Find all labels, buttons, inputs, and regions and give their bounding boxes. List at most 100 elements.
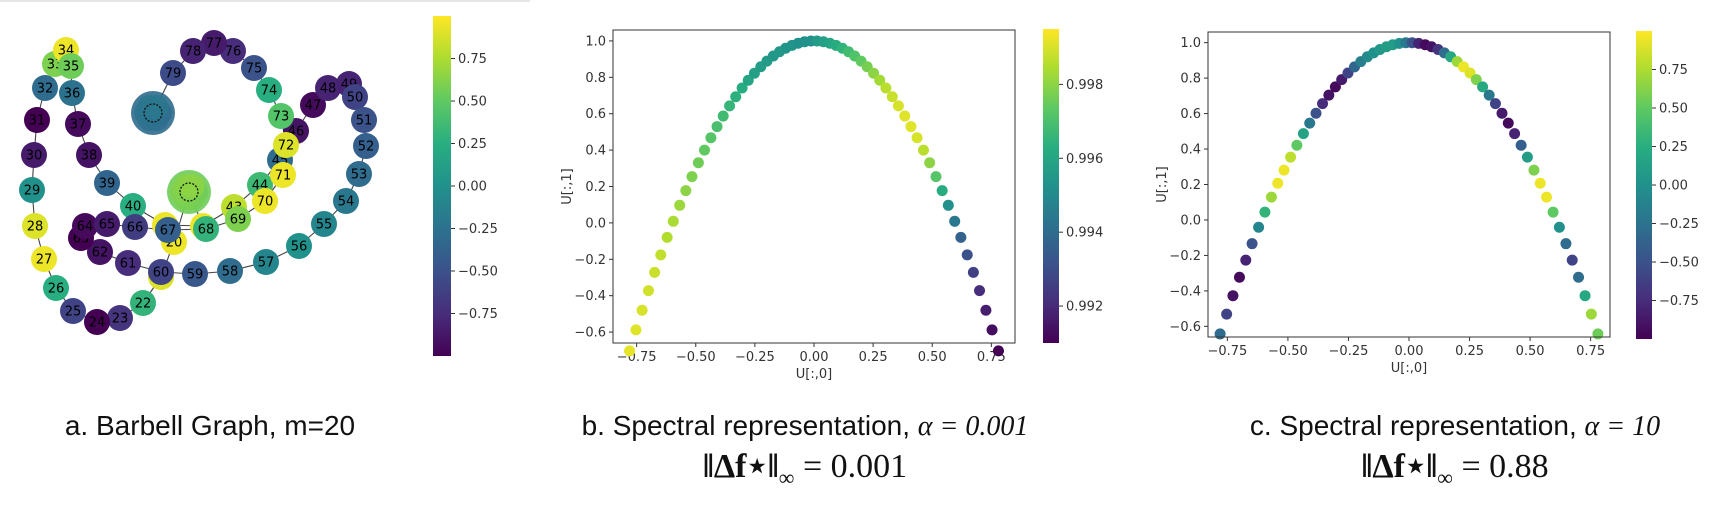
graph-node	[315, 75, 341, 101]
graph-node-label: 39	[99, 177, 116, 192]
colorbar-tick-label: 0.994	[1066, 226, 1103, 241]
data-point	[967, 266, 979, 278]
graph-node-label: 52	[358, 140, 375, 155]
graph-node	[59, 80, 85, 106]
data-point	[642, 285, 654, 297]
colorbar-c-ticks: 0.75 0.50 0.25 0.00 −0.25 −0.50 −0.75	[1652, 63, 1699, 309]
x-axis-label: U[:,0]	[1391, 361, 1427, 376]
graph-node	[65, 111, 91, 137]
graph-node	[300, 92, 326, 118]
graph-node	[160, 60, 186, 86]
y-tick-label: −0.2	[574, 253, 606, 268]
data-point	[1566, 254, 1578, 266]
graph-node	[31, 246, 57, 272]
data-point	[955, 231, 967, 243]
colorbar-c	[1636, 31, 1652, 339]
data-point	[1246, 238, 1258, 250]
graph-node	[122, 214, 148, 240]
y-tick-label: 0.4	[585, 144, 606, 159]
x-tick-label: −0.75	[1207, 344, 1247, 359]
colorbar-tick-label: 0.25	[1659, 140, 1688, 155]
y-tick-label: 0.8	[585, 71, 606, 86]
data-point	[1233, 271, 1245, 283]
y-tick-label: 1.0	[1180, 36, 1201, 51]
graph-node-label: 32	[37, 82, 54, 97]
graph-node	[32, 75, 58, 101]
graph-node	[193, 216, 219, 242]
graph-node	[270, 162, 296, 188]
data-point	[1592, 328, 1604, 340]
data-point	[917, 144, 929, 156]
data-point	[1317, 98, 1329, 110]
data-point	[949, 215, 961, 227]
graph-node-label: 38	[81, 149, 98, 164]
formula-b-sub: ∞	[778, 464, 795, 490]
x-tick-label: 0.25	[859, 350, 888, 365]
data-point	[711, 121, 723, 133]
graph-node-label: 48	[320, 82, 337, 97]
data-point	[1291, 139, 1303, 151]
y-axis-label: U[:,1]	[1155, 166, 1170, 202]
colorbar-b-ticks: 0.998 0.996 0.994 0.992	[1059, 78, 1103, 315]
graph-node-label: 74	[261, 84, 278, 99]
graph-node	[94, 170, 120, 196]
colorbar-tick-label: 0.00	[458, 180, 487, 195]
graph-node	[21, 142, 47, 168]
graph-node-label: 57	[258, 256, 275, 271]
y-tick-label: −0.4	[1169, 284, 1201, 299]
y-tick-label: 0.6	[585, 107, 606, 122]
caption-a-text: a. Barbell Graph, m=20	[64, 410, 356, 441]
data-point	[1573, 271, 1585, 283]
data-point	[655, 249, 667, 261]
graph-node	[60, 298, 86, 324]
formula-b-norm: ‖Δf⋆‖	[702, 448, 779, 485]
colorbar-tick-label: −0.50	[458, 265, 498, 280]
data-point	[1265, 191, 1277, 203]
graph-node	[268, 103, 294, 129]
graph-node	[24, 107, 50, 133]
graph-node-label: 66	[127, 221, 144, 236]
graph-node-label: 79	[165, 67, 182, 82]
data-point	[1323, 89, 1335, 101]
graph-node-label: 50	[347, 91, 364, 106]
data-point	[1502, 117, 1514, 129]
colorbar-a-ticks: 0.75 0.50 0.25 0.00 −0.25 −0.50 −0.75	[451, 52, 498, 322]
colorbar-tick-label: 0.25	[458, 137, 487, 152]
graph-node	[286, 233, 312, 259]
graph-node-label: 56	[291, 240, 308, 255]
colorbar-a	[433, 16, 451, 356]
caption-c-alpha: α = 10	[1584, 411, 1661, 442]
y-tick-label: −0.2	[1169, 249, 1201, 264]
graph-node	[130, 290, 156, 316]
data-point	[911, 132, 923, 144]
colorbar-b	[1043, 29, 1059, 343]
data-point	[980, 304, 992, 316]
data-point	[936, 185, 948, 197]
graph-node-label: 53	[351, 168, 368, 183]
x-tick-label: −0.25	[735, 350, 775, 365]
y-tick-label: −0.6	[1169, 320, 1201, 335]
formula-c-sub: ∞	[1437, 464, 1453, 490]
scatter-plot-c: −0.75 −0.50 −0.25 0.00 0.25 0.50 0.75 −0.6 −0.4 −…	[1155, 31, 1611, 376]
graph-node-label: 60	[153, 266, 170, 281]
graph-node	[76, 142, 102, 168]
graph-node-label: 62	[92, 246, 109, 261]
data-point	[1272, 177, 1284, 189]
data-point	[1579, 290, 1591, 302]
graph-node	[346, 161, 372, 187]
graph-node-label: 67	[160, 224, 177, 239]
colorbar-tick-label: 0.998	[1066, 78, 1103, 93]
graph-node-label: 69	[230, 213, 247, 228]
graph-node-label: 35	[63, 60, 80, 75]
colorbar-tick-label: 0.996	[1066, 152, 1103, 167]
graph-node-label: 28	[27, 220, 44, 235]
caption-c: c. Spectral representation, α = 10	[1195, 410, 1715, 443]
graph-node	[252, 188, 278, 214]
clique-right-member	[180, 173, 205, 198]
graph-node	[351, 107, 377, 133]
y-tick-label: −0.6	[574, 326, 606, 341]
graph-node	[333, 188, 359, 214]
data-point	[1489, 98, 1501, 110]
data-point	[986, 324, 998, 336]
